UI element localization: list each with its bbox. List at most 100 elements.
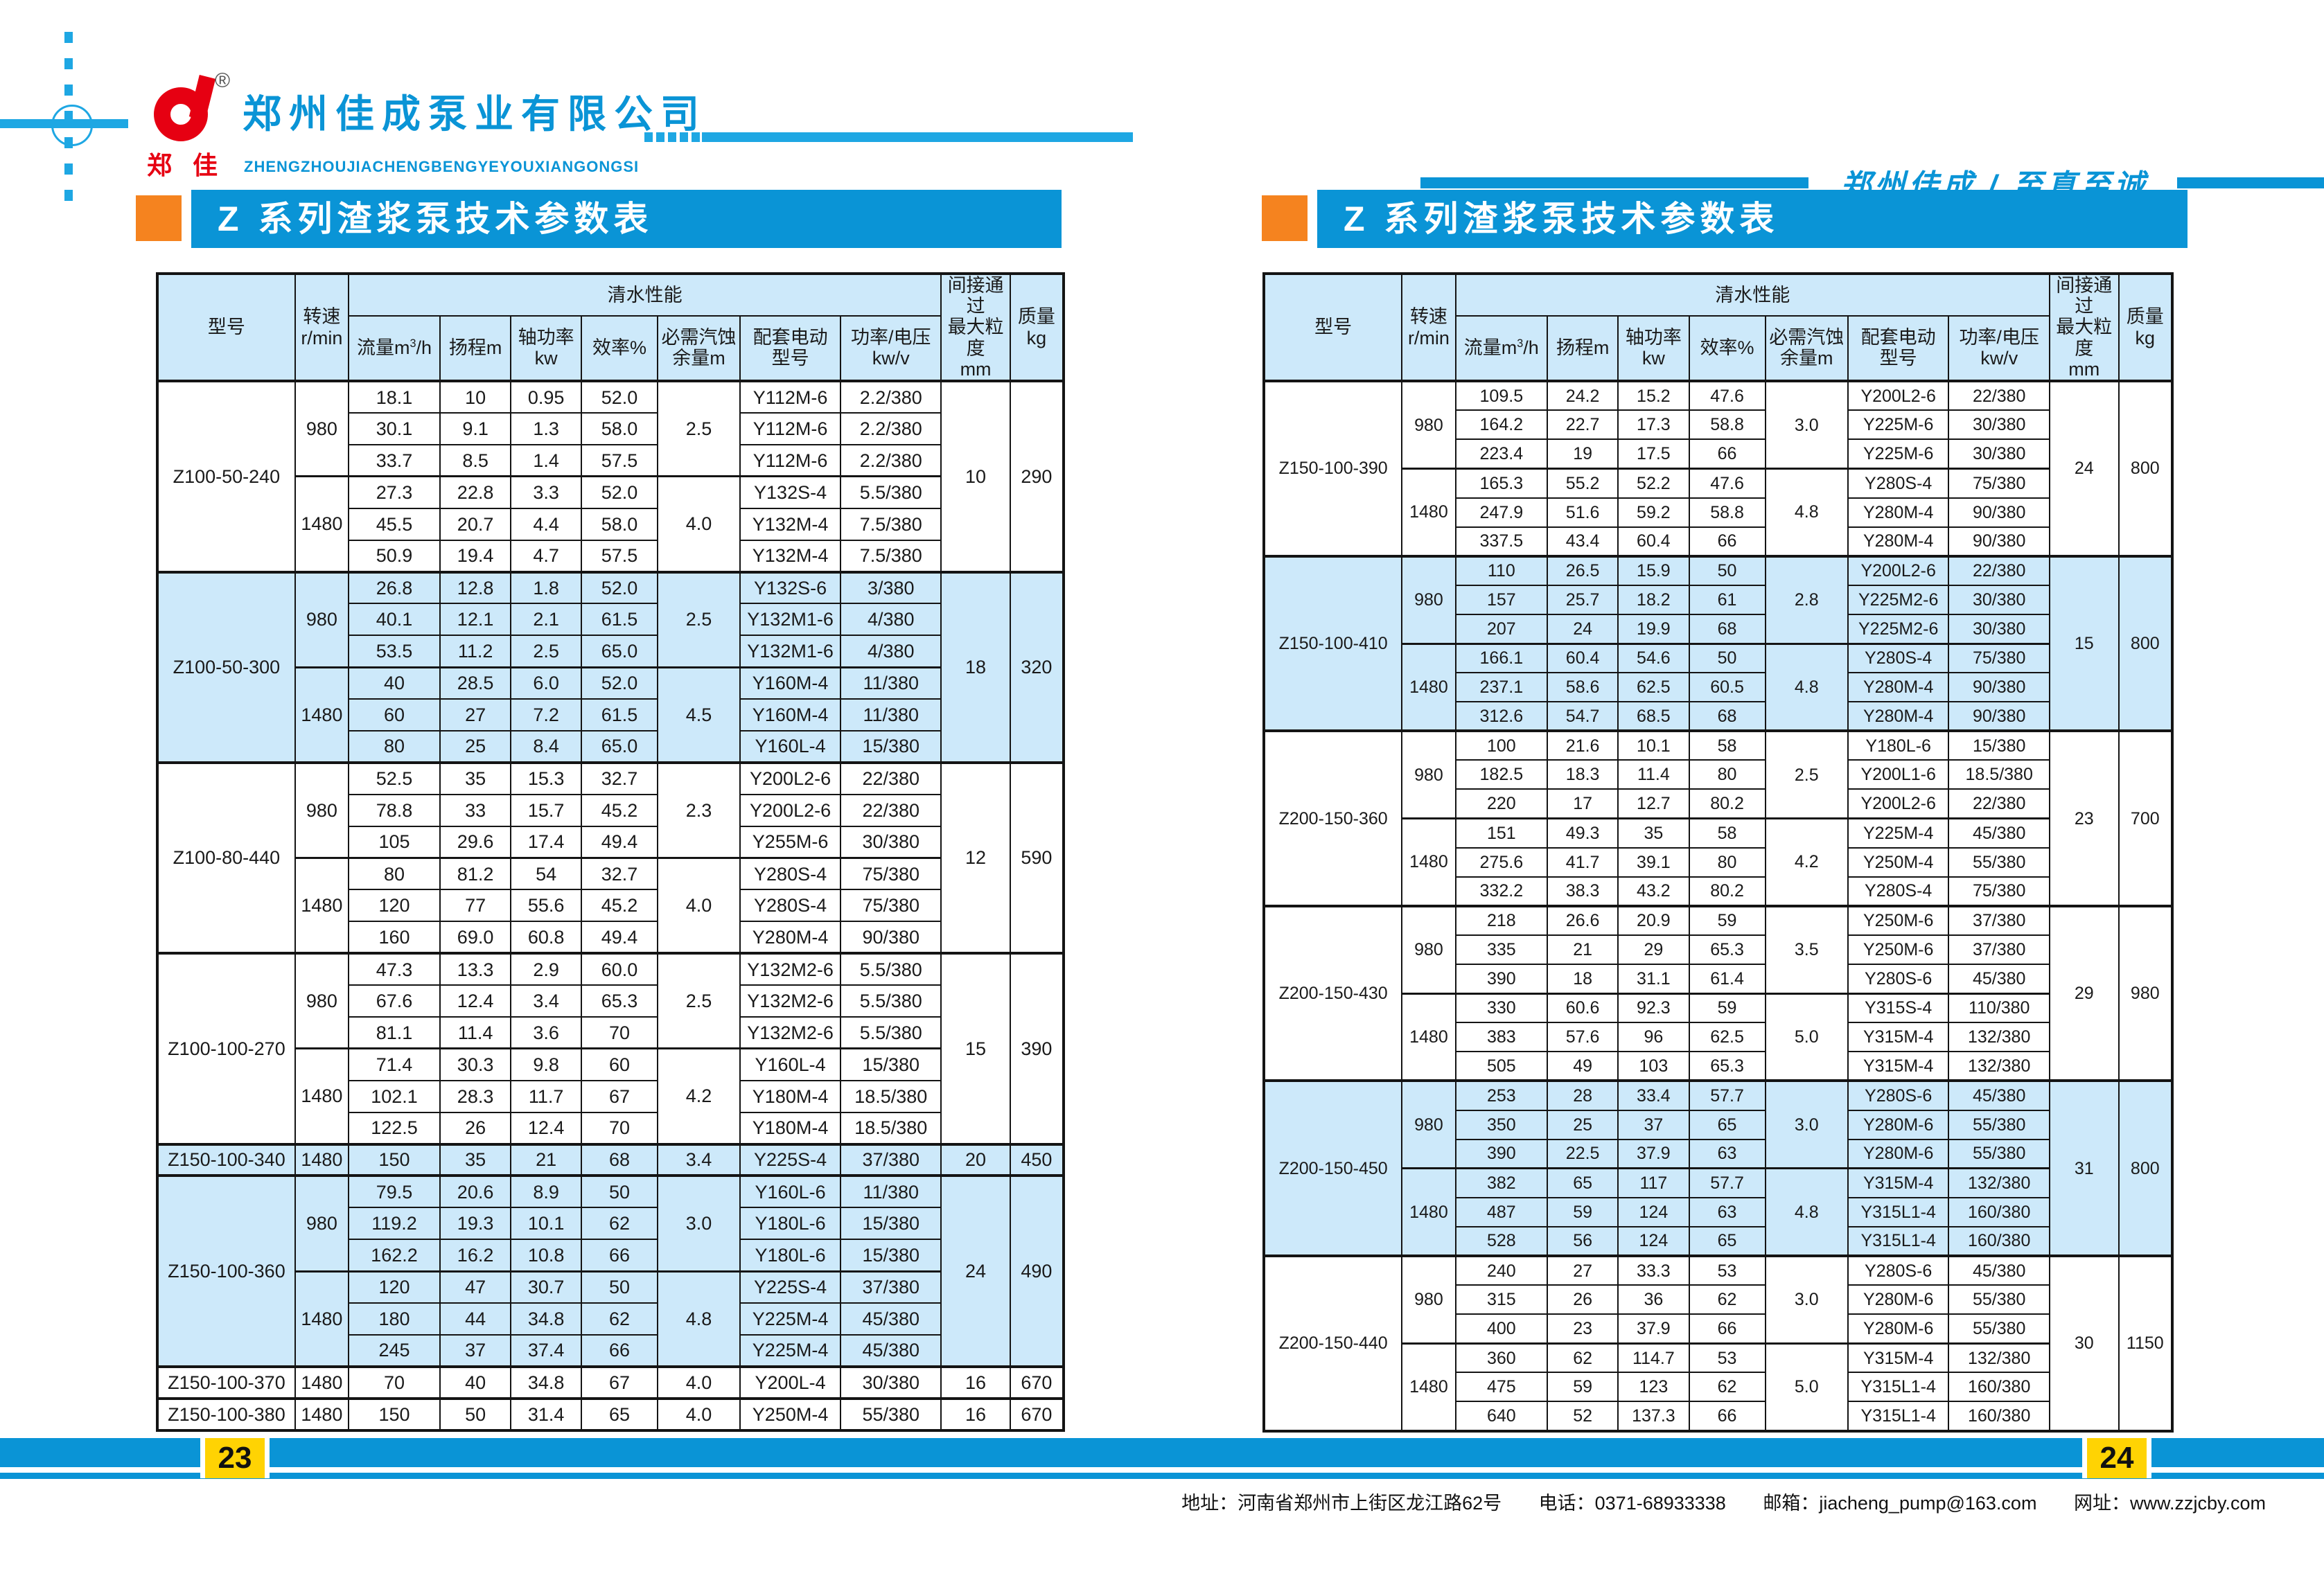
header-head: 扬程m — [1547, 314, 1619, 382]
cell-shaft-power: 33.4 — [1617, 1079, 1690, 1111]
footer-contact-info: 地址：河南省郑州市上街区龙江路62号 电话：0371-68933338 邮箱：j… — [1181, 1488, 2266, 1515]
header-weight: 质量 kg — [1009, 272, 1065, 382]
cell-efficiency: 65.0 — [581, 729, 658, 763]
cell-weight: 1150 — [2118, 1254, 2174, 1432]
cell-voltage: 75/380 — [1948, 467, 2050, 499]
cell-motor: Y315L1-4 — [1847, 1196, 1950, 1227]
table-row: 1480 27.3 22.8 3.3 52.0 4.0 Y132S-4 5.5/380 — [157, 475, 1064, 573]
cell-voltage: 45/380 — [1948, 1079, 2050, 1111]
cell-motor: Y225S-4 — [739, 1270, 842, 1304]
cell-flow: 640 — [1454, 1401, 1549, 1432]
cell-head: 27 — [439, 698, 512, 732]
cell-flow: 80 — [347, 729, 441, 763]
cell-flow: 53.5 — [347, 635, 441, 668]
cell-efficiency: 62 — [581, 1207, 658, 1241]
cell-head: 11.2 — [439, 635, 512, 668]
cell-speed: 1480 — [1401, 1167, 1456, 1257]
cell-speed: 980 — [1401, 904, 1456, 995]
cell-shaft-power: 3.3 — [510, 475, 583, 509]
cell-npsh: 2.5 — [656, 380, 741, 477]
header-motor-model: 配套电动 型号 — [1847, 314, 1950, 382]
table-row: Z200-150-430 980 218 26.6 20.9 59 3.5 Y250M-6 37… — [1262, 904, 2174, 1082]
cell-motor: Y132M-4 — [739, 507, 842, 541]
cell-motor: Y255M-6 — [739, 825, 842, 859]
cell-head: 51.6 — [1547, 497, 1619, 528]
table-row: 40.1 12.1 2.1 61.5 Y132M1-6 4/380 — [157, 603, 1064, 637]
table-row: 78.8 33 15.7 45.2 Y200L2-6 22/380 — [157, 793, 1064, 827]
cell-voltage: 37/380 — [840, 1270, 942, 1304]
cell-efficiency: 80 — [1688, 846, 1766, 878]
cell-efficiency: 53 — [1688, 1254, 1766, 1286]
cell-flow: 337.5 — [1454, 526, 1549, 557]
cell-voltage: 4/380 — [840, 603, 942, 637]
cell-shaft-power: 96 — [1617, 1022, 1690, 1053]
cell-head: 19 — [1547, 438, 1619, 470]
cell-flow: 487 — [1454, 1196, 1549, 1227]
cell-voltage: 90/380 — [1948, 526, 2050, 557]
slogan-right-bar — [2177, 177, 2324, 188]
cell-head: 28.5 — [439, 666, 512, 700]
cell-head: 49.3 — [1547, 817, 1619, 849]
cell-motor: Y315M-4 — [1847, 1022, 1950, 1053]
cell-flow: 102.1 — [347, 1079, 441, 1113]
cell-motor: Y280S-6 — [1847, 964, 1950, 995]
cell-npsh: 4.8 — [1764, 642, 1849, 732]
table-row: 245 37 37.4 66 Y225M-4 45/380 — [157, 1333, 1064, 1367]
cell-speed: 980 — [1401, 380, 1456, 470]
cell-npsh: 2.3 — [656, 761, 741, 859]
cell-efficiency: 52.0 — [581, 666, 658, 700]
cell-efficiency: 66 — [1688, 1401, 1766, 1432]
cell-efficiency: 68 — [581, 1142, 658, 1177]
cell-voltage: 55/380 — [1948, 1313, 2050, 1345]
cell-flow: 237.1 — [1454, 672, 1549, 703]
right-parameter-table: 型号 转速 r/min 清水性能 间接通过 最大粒度 mm 质量 kg 流量m3… — [1262, 272, 2174, 1433]
cell-speed: 1480 — [1401, 817, 1456, 907]
table-row: 335 21 29 65.3 Y250M-6 37/380 — [1264, 934, 2172, 966]
registered-trademark-icon: ® — [215, 69, 231, 92]
cell-flow: 71.4 — [347, 1047, 441, 1081]
cell-flow: 220 — [1454, 788, 1549, 819]
company-name: 郑州佳成泵业有限公司 — [243, 92, 707, 136]
cell-voltage: 132/380 — [1948, 1167, 2050, 1198]
cell-shaft-power: 8.4 — [510, 729, 583, 763]
cell-speed: 1480 — [1401, 1342, 1456, 1432]
cell-flow: 80 — [347, 857, 441, 891]
table-row: 247.9 51.6 59.2 58.8 Y280M-4 90/380 — [1264, 497, 2172, 528]
header-head: 扬程m — [439, 314, 512, 382]
cell-shaft-power: 7.2 — [510, 698, 583, 732]
cell-motor: Y225S-4 — [739, 1142, 842, 1177]
cell-particle: 31 — [2048, 1079, 2120, 1257]
cell-head: 33 — [439, 793, 512, 827]
cell-npsh: 3.0 — [656, 1174, 741, 1273]
cell-motor: Y250M-4 — [1847, 846, 1950, 878]
cell-voltage: 45/380 — [1948, 817, 2050, 849]
table-row: Z200-150-360 980 100 21.6 10.1 58 2.5 Y180L-6 15… — [1262, 729, 2174, 907]
cell-model: Z150-100-410 — [1262, 554, 1403, 732]
cell-model: Z100-50-240 — [157, 380, 296, 573]
cell-head: 26 — [1547, 1284, 1619, 1315]
table-row: 315 26 36 62 Y280M-6 55/380 — [1264, 1284, 2172, 1315]
cell-speed: 1480 — [294, 1365, 349, 1399]
table-row: 1480 360 62 114.7 53 5.0 Y315M-4 132/380 — [1264, 1342, 2172, 1432]
cell-head: 38.3 — [1547, 876, 1619, 907]
cell-voltage: 5.5/380 — [840, 475, 942, 509]
cell-npsh: 2.5 — [1764, 729, 1849, 819]
left-title-orange-square — [136, 195, 182, 241]
cell-efficiency: 65 — [1688, 1109, 1766, 1140]
cell-flow: 330 — [1454, 992, 1549, 1024]
cell-head: 10 — [439, 380, 512, 414]
cell-head: 18.3 — [1547, 759, 1619, 790]
table-row: 350 25 37 65 Y280M-6 55/380 — [1264, 1109, 2172, 1140]
cell-npsh: 4.0 — [656, 1397, 741, 1431]
cell-voltage: 30/380 — [1948, 584, 2050, 615]
cell-flow: 247.9 — [1454, 497, 1549, 528]
table-row: Z200-150-450 980 253 28 33.4 57.7 3.0 Y280S-6 45… — [1262, 1079, 2174, 1257]
cell-voltage: 55/380 — [1948, 1109, 2050, 1140]
cell-speed: 980 — [294, 952, 349, 1049]
cell-npsh: 2.5 — [656, 570, 741, 668]
cell-npsh: 3.0 — [1764, 1254, 1849, 1345]
cell-efficiency: 58.0 — [581, 507, 658, 541]
cell-npsh: 3.5 — [1764, 904, 1849, 995]
cell-head: 27 — [1547, 1254, 1619, 1286]
table-row: 81.1 11.4 3.6 70 Y132M2-6 5.5/380 — [157, 1016, 1064, 1049]
